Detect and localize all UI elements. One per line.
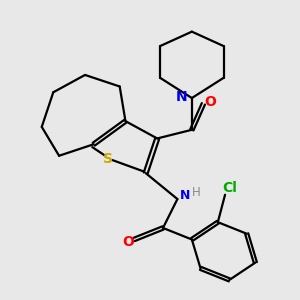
Text: S: S [103,152,113,166]
Text: O: O [122,236,134,249]
Text: N: N [180,189,191,202]
Text: Cl: Cl [222,181,237,194]
Text: H: H [192,186,201,199]
Text: N: N [176,90,188,104]
Text: O: O [204,95,216,110]
